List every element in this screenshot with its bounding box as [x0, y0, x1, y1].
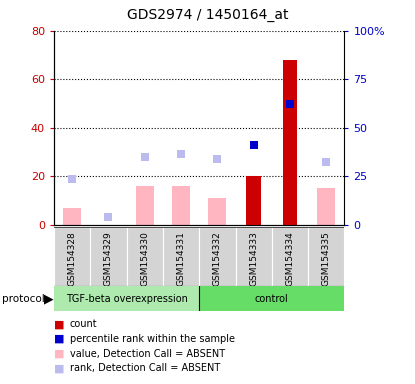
Bar [272, 227, 308, 286]
Text: GDS2974 / 1450164_at: GDS2974 / 1450164_at [127, 8, 288, 22]
Text: ▶: ▶ [44, 292, 54, 305]
Bar [136, 186, 154, 225]
Bar [317, 188, 335, 225]
Bar [247, 176, 261, 225]
Text: GSM154330: GSM154330 [140, 231, 149, 286]
Bar [199, 227, 236, 286]
Text: ■: ■ [54, 349, 64, 359]
Text: GSM154335: GSM154335 [322, 231, 331, 286]
Bar [236, 227, 272, 286]
Text: percentile rank within the sample: percentile rank within the sample [70, 334, 235, 344]
Text: GSM154332: GSM154332 [213, 231, 222, 286]
Text: GSM154334: GSM154334 [286, 231, 295, 286]
Text: value, Detection Call = ABSENT: value, Detection Call = ABSENT [70, 349, 225, 359]
Text: protocol: protocol [2, 294, 45, 304]
Text: GSM154329: GSM154329 [104, 231, 113, 286]
Text: control: control [255, 293, 289, 304]
Bar [54, 227, 90, 286]
Text: ■: ■ [54, 319, 64, 329]
Text: rank, Detection Call = ABSENT: rank, Detection Call = ABSENT [70, 363, 220, 373]
Text: ■: ■ [54, 363, 64, 373]
Bar [172, 186, 190, 225]
Bar [54, 286, 199, 311]
Bar [90, 227, 127, 286]
Text: GSM154328: GSM154328 [68, 231, 77, 286]
Bar [199, 286, 344, 311]
Bar [308, 227, 344, 286]
Text: count: count [70, 319, 98, 329]
Text: TGF-beta overexpression: TGF-beta overexpression [66, 293, 188, 304]
Text: ■: ■ [54, 334, 64, 344]
Bar [63, 208, 81, 225]
Text: GSM154333: GSM154333 [249, 231, 258, 286]
Text: GSM154331: GSM154331 [176, 231, 186, 286]
Bar [163, 227, 199, 286]
Bar [283, 60, 297, 225]
Bar [127, 227, 163, 286]
Bar [208, 198, 227, 225]
